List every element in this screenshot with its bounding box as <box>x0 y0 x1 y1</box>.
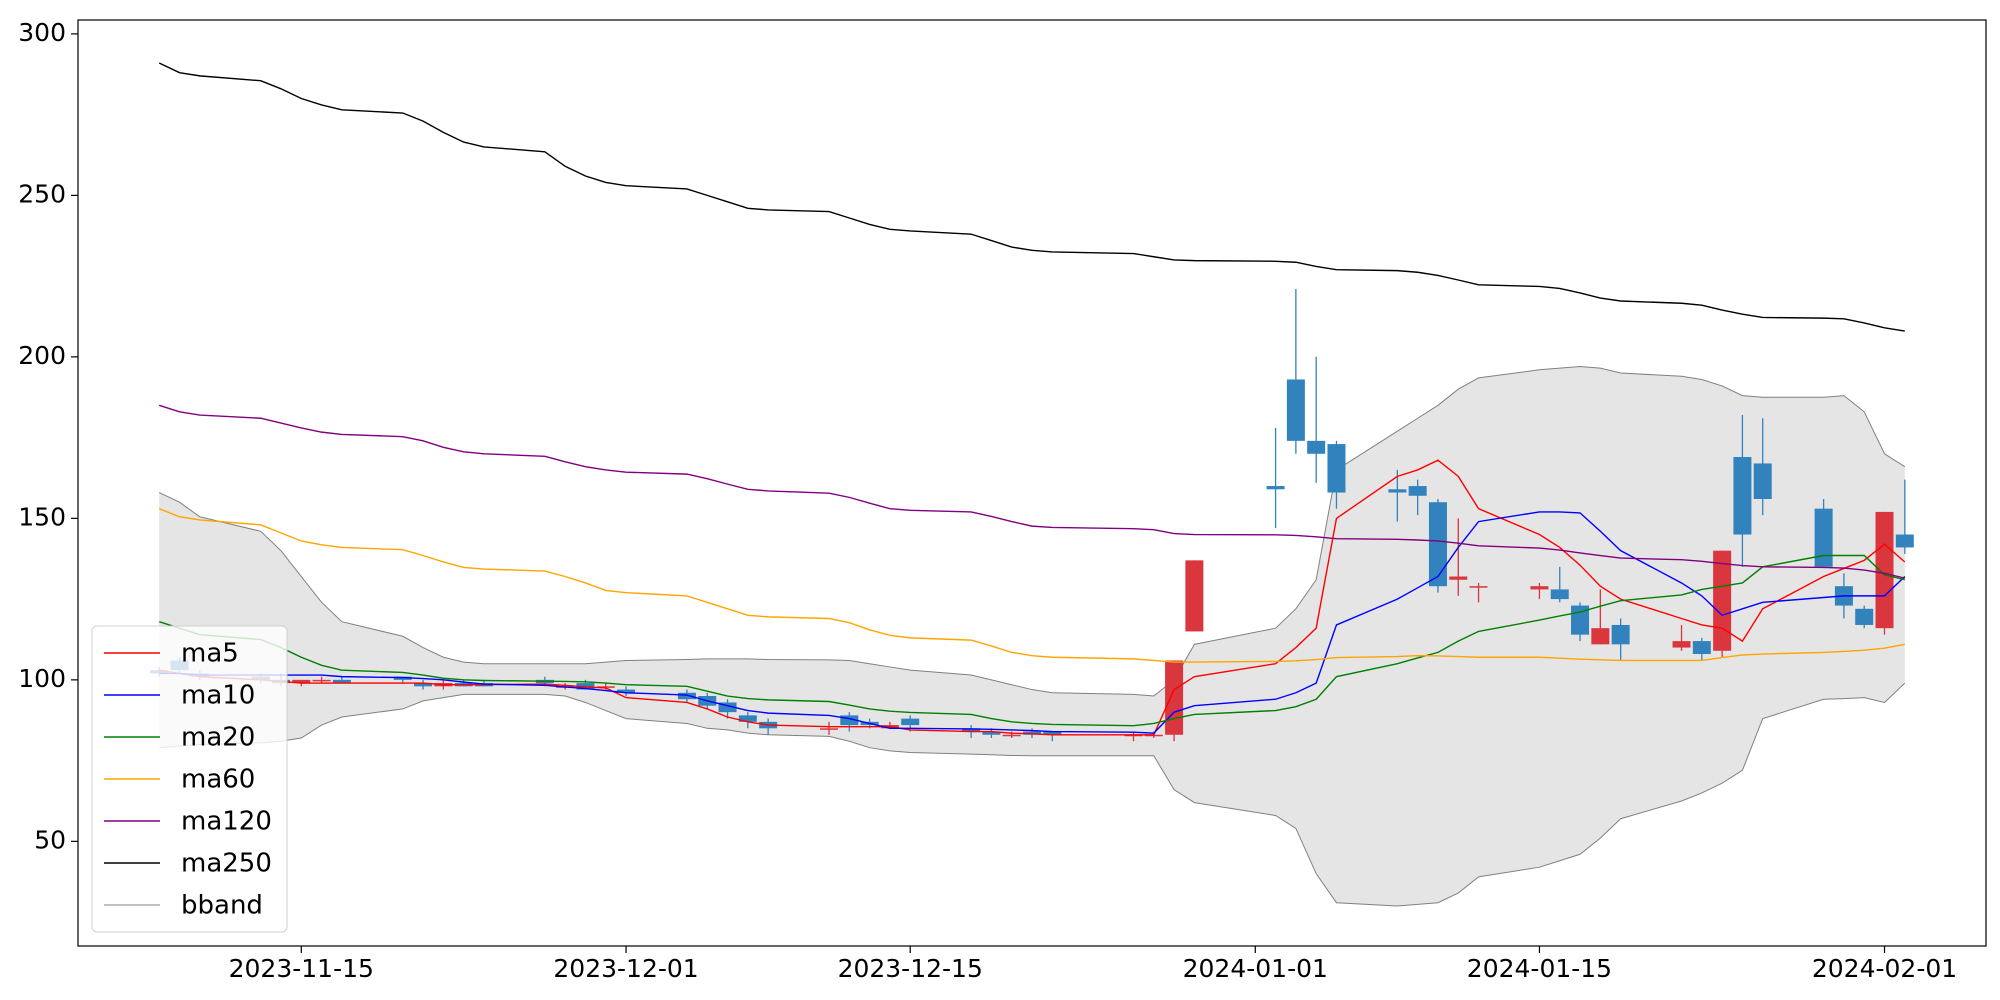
legend-label: ma5 <box>181 639 239 669</box>
y-tick-label: 250 <box>18 179 66 208</box>
candle-body <box>962 728 981 732</box>
x-tick-label: 2024-02-01 <box>1812 954 1957 983</box>
legend-label: bband <box>181 891 263 921</box>
ma-line <box>158 508 1905 663</box>
y-tick-label: 100 <box>18 664 66 693</box>
candle-body <box>596 686 615 688</box>
ma-line <box>158 62 1905 332</box>
y-tick-label: 300 <box>18 18 66 47</box>
x-tick-label: 2024-01-15 <box>1467 954 1612 983</box>
candle-body <box>677 692 696 700</box>
candle-body <box>1185 560 1204 632</box>
candle-body <box>901 718 920 726</box>
candle-body <box>1753 463 1772 499</box>
candle-body <box>1408 486 1427 496</box>
candle-body <box>1165 660 1184 735</box>
candle-body <box>1043 731 1062 735</box>
candle-body <box>1002 734 1021 737</box>
ma-line <box>158 554 1905 727</box>
candle-body <box>1307 440 1326 454</box>
ma-line <box>159 511 1906 734</box>
candle-body <box>982 731 1001 735</box>
candle-body <box>332 679 351 684</box>
candle-body <box>1428 502 1447 587</box>
ma-line <box>158 404 1905 579</box>
candle-body <box>1286 379 1305 441</box>
candle-body <box>312 679 331 682</box>
candle-body <box>414 683 433 687</box>
candle-body <box>1895 534 1914 548</box>
bband-area <box>159 366 1905 906</box>
candle-body <box>1124 734 1143 737</box>
candle-body <box>1591 628 1610 645</box>
candle-body <box>840 715 859 726</box>
candle-body <box>1550 589 1569 600</box>
candle-body <box>1875 511 1894 629</box>
y-tick-label: 50 <box>34 825 66 854</box>
candle-body <box>1855 608 1874 625</box>
legend-label: ma250 <box>181 849 272 879</box>
legend-label: ma10 <box>181 681 255 711</box>
legend-box <box>91 625 288 933</box>
candle-body <box>292 679 311 684</box>
y-tick-label: 200 <box>18 341 66 370</box>
x-tick-label: 2023-12-15 <box>838 954 983 983</box>
candle-body <box>1449 576 1468 580</box>
candle-body <box>1469 586 1488 588</box>
candle-body <box>1144 734 1163 737</box>
candle-body <box>1530 586 1549 590</box>
candle-body <box>1692 641 1711 655</box>
candle-body <box>1713 550 1732 651</box>
legend: ma5 ma10 ma20 ma60 ma120 ma250 bband <box>91 625 288 933</box>
candle-body <box>1266 486 1285 490</box>
ma-line <box>159 459 1906 736</box>
bband-lower <box>159 682 1906 907</box>
y-tick-label: 150 <box>18 502 66 531</box>
candle-body <box>718 702 737 713</box>
candle-body <box>820 728 839 730</box>
plot <box>150 62 1914 907</box>
candle-body <box>1611 624 1630 645</box>
bband-upper <box>158 366 1906 697</box>
legend-label: ma60 <box>181 765 255 795</box>
candle-body <box>738 715 757 722</box>
candle-body <box>1814 508 1833 567</box>
legend-label: ma120 <box>181 807 272 837</box>
candle-body <box>1327 444 1346 493</box>
candle-body <box>1672 641 1691 648</box>
candle-body <box>617 689 636 693</box>
legend-label: ma20 <box>181 723 255 753</box>
plot-frame <box>77 19 1987 947</box>
candle-body <box>1733 456 1752 535</box>
candle-body <box>1388 489 1407 493</box>
x-tick-label: 2023-11-15 <box>229 954 374 983</box>
x-tick-label: 2024-01-01 <box>1183 954 1328 983</box>
x-tick-label: 2023-12-01 <box>553 954 698 983</box>
